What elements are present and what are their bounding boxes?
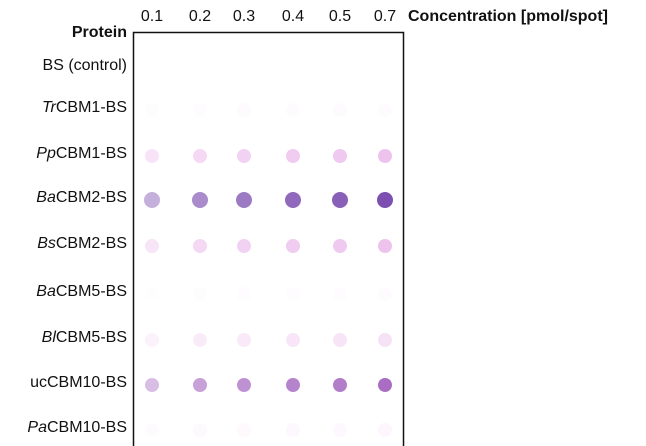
- dot: [333, 287, 347, 301]
- concentration-label: 0.4: [282, 8, 304, 25]
- dot: [193, 378, 207, 392]
- protein-prefix: Tr: [42, 99, 57, 116]
- concentration-label: 0.3: [233, 8, 255, 25]
- dot: [378, 378, 392, 392]
- dot: [193, 423, 207, 437]
- dot: [333, 333, 347, 347]
- protein-name: CBM10-BS: [47, 419, 127, 436]
- column-title: Concentration [pmol/spot]: [408, 8, 608, 25]
- row-title: Protein: [72, 24, 127, 41]
- dot: [286, 149, 300, 163]
- dot: [333, 423, 347, 437]
- dot: [333, 378, 347, 392]
- dot: [145, 378, 159, 392]
- concentration-label: 0.7: [374, 8, 396, 25]
- protein-label: TrCBM1-BS: [42, 99, 127, 116]
- dot: [333, 103, 347, 117]
- dot: [333, 239, 347, 253]
- dot: [145, 423, 159, 437]
- dot: [332, 192, 348, 208]
- protein-label: BS (control): [43, 57, 127, 74]
- protein-prefix: Ba: [36, 283, 56, 300]
- concentration-label: 0.5: [329, 8, 351, 25]
- dot: [145, 239, 159, 253]
- dot: [145, 149, 159, 163]
- protein-name: CBM2-BS: [56, 235, 127, 252]
- protein-label: PaCBM10-BS: [27, 419, 127, 436]
- concentration-label: 0.2: [189, 8, 211, 25]
- protein-label: PpCBM1-BS: [36, 145, 127, 162]
- dot: [378, 333, 392, 347]
- dot: [333, 149, 347, 163]
- protein-label: BaCBM2-BS: [36, 189, 127, 206]
- dot: [193, 149, 207, 163]
- dot: [145, 287, 159, 301]
- dot: [192, 192, 208, 208]
- membrane-frame: [134, 33, 404, 446]
- protein-name: CBM2-BS: [56, 189, 127, 206]
- dot: [145, 103, 159, 117]
- protein-name: CBM5-BS: [56, 283, 127, 300]
- dot: [193, 103, 207, 117]
- dot: [378, 423, 392, 437]
- dot: [378, 103, 392, 117]
- dot: [145, 333, 159, 347]
- dot: [286, 103, 300, 117]
- protein-prefix: Bl: [42, 329, 57, 346]
- protein-name: CBM1-BS: [56, 99, 127, 116]
- protein-label: BsCBM2-BS: [37, 235, 127, 252]
- dot: [378, 287, 392, 301]
- dot: [377, 192, 393, 208]
- dot: [237, 103, 251, 117]
- dot: [378, 239, 392, 253]
- dot: [237, 333, 251, 347]
- protein-prefix: Ba: [36, 189, 56, 206]
- dot: [286, 378, 300, 392]
- protein-label: BlCBM5-BS: [42, 329, 127, 346]
- protein-name: ucCBM10-BS: [30, 374, 127, 391]
- dot-blot-figure: Protein Concentration [pmol/spot] 0.1 0.2…: [0, 0, 646, 446]
- protein-prefix: Bs: [37, 235, 56, 252]
- dot: [193, 287, 207, 301]
- protein-prefix: Pp: [36, 145, 56, 162]
- concentration-label: 0.1: [141, 8, 163, 25]
- dot: [237, 149, 251, 163]
- protein-name: CBM5-BS: [56, 329, 127, 346]
- protein-name: BS (control): [43, 57, 127, 74]
- dot: [236, 192, 252, 208]
- protein-label: ucCBM10-BS: [30, 374, 127, 391]
- dot: [193, 333, 207, 347]
- protein-name: CBM1-BS: [56, 145, 127, 162]
- protein-label: BaCBM5-BS: [36, 283, 127, 300]
- protein-prefix: Pa: [27, 419, 47, 436]
- dot: [237, 287, 251, 301]
- dot: [286, 287, 300, 301]
- dot: [193, 239, 207, 253]
- dot: [144, 192, 160, 208]
- dot: [286, 423, 300, 437]
- dot: [237, 378, 251, 392]
- dot: [237, 239, 251, 253]
- dot: [286, 239, 300, 253]
- dot: [237, 423, 251, 437]
- dot: [378, 149, 392, 163]
- dot: [286, 333, 300, 347]
- dot: [285, 192, 301, 208]
